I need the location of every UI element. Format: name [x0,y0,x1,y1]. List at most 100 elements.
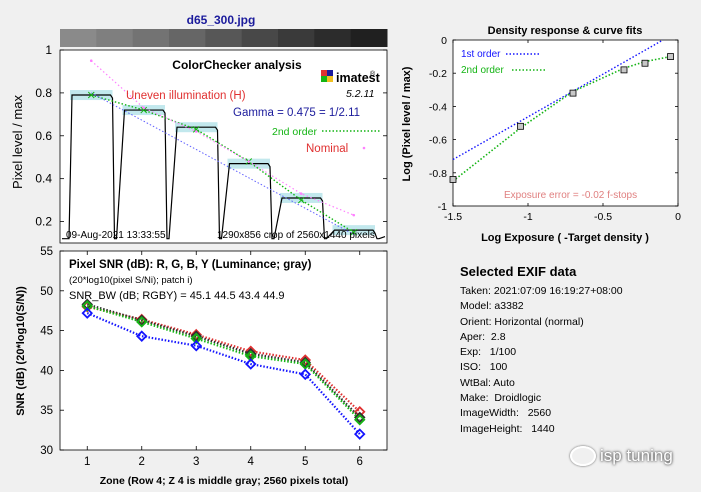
y-tick-label: 45 [40,326,53,338]
gray-patch [132,29,170,47]
legend-second-order-label: 2nd order [461,65,504,76]
registered-mark: ® [370,70,376,78]
gray-patch [241,29,279,47]
fit-x-marker [87,91,95,99]
chart2-plot-area [452,39,679,207]
snr-marker-R [190,328,203,341]
density-point [641,59,649,67]
y-tick-label: 35 [40,405,53,417]
exif-exp: Exp: 1/100 [460,346,517,359]
snr-marker-R [244,345,257,358]
x-tick-label: 1 [84,456,90,468]
x-tick-label: 0 [675,211,681,223]
wechat-icon [570,446,596,466]
density-point [620,66,628,74]
x-tick-label: 5 [302,456,308,468]
chart3-y-label: SNR (dB) (20*log10(S/N)) [15,286,27,416]
snr-marker-B [135,330,148,342]
nominal-marker [142,106,146,110]
y-tick-label: 0.4 [35,172,52,186]
chart1-y-label: Pixel level / max [10,95,25,189]
x-tick-label: -1.5 [444,211,462,223]
snr-marker-Y [244,347,257,360]
snr-marker-Y [135,314,148,327]
density-point [569,89,577,97]
x-tick-label: 4 [248,456,255,468]
chart3-subtitle: (20*log10(pixel S/Ni); patch i) [69,275,193,286]
snr-marker-G [81,300,94,312]
exif-iso: ISO: 100 [460,361,508,374]
watermark: isp tuning [570,446,673,466]
y-tick-label: 1 [45,43,52,57]
fit-x-marker [140,106,148,114]
y-tick-label: -0.2 [429,68,447,80]
snr-series [81,298,366,440]
imatest-logo-text: imatest [336,71,381,85]
gray-patch [350,29,388,47]
watermark-text: isp tuning [600,446,673,465]
chart2-x-label: Log Exposure ( -Target density ) [481,232,649,244]
snr-marker-G [299,358,312,370]
fit-x-marker [192,125,200,133]
gray-patch-strip [60,29,388,47]
y-tick-label: 0.2 [35,215,52,229]
snr-marker-B [81,307,94,319]
y-tick-label: -0.4 [429,101,447,113]
chart1-title: d65_300.jpg [187,13,256,27]
gray-patch [205,29,243,47]
density-point [517,122,524,130]
exif-wtbal: WtBal: Auto [460,376,515,389]
snr-marker-Y [299,356,312,369]
chart1-y-ticks: 1 0.8 0.6 0.4 0.2 [35,43,387,229]
snr-line-Y [86,303,361,419]
nominal-marker [247,160,251,163]
exposure-error-label: Exposure error = -0.02 f-stops [504,190,637,201]
version-label: 5.2.11 [346,88,374,100]
snr-marker-Y [353,411,366,424]
density-response-chart: Density response & curve fits -1.5 -1 -0.5… [401,25,681,244]
snr-marker-G [190,332,203,345]
crop-label: 1290x856 crop of 2560x1440 pixels [217,230,375,241]
density-points [449,53,674,183]
y-tick-label: 0 [441,35,447,47]
snr-marker-G [135,316,148,328]
second-order-fit-line [91,94,355,233]
fit-markers [87,59,358,236]
chart3-x-label: Zone (Row 4; Z 4 is middle gray; 2560 pi… [100,475,349,487]
snr-bw-summary: SNR_BW (dB; RGBY) = 45.1 44.5 43.4 44.9 [69,290,285,302]
chart1-subtitle: ColorChecker analysis [172,58,302,72]
exif-make: Make: Droidlogic [460,392,542,405]
second-order-curve-line [452,55,671,182]
snr-marker-B [353,428,366,440]
chart3-title: Pixel SNR (dB): R, G, B, Y (Luminance; g… [69,259,312,271]
exif-orient: Orient: Horizontal (normal) [460,315,584,328]
snr-marker-B [299,368,312,381]
exif-panel: Selected EXIF data Taken: 2021:07:09 16:… [460,264,623,437]
nominal-marker [352,213,356,217]
snr-marker-B [190,339,203,352]
exif-model: Model: a3382 [460,300,524,313]
x-tick-label: 2 [139,456,145,468]
nominal-label: Nominal [306,143,348,155]
exif-image-height: ImageHeight: 1440 [460,422,555,435]
density-point [449,176,457,183]
snr-marker-B [244,358,257,370]
nominal-legend-marker [362,146,366,150]
imatest-logo: imatest ® [321,70,381,85]
nominal-marker [89,59,93,63]
chart2-title: Density response & curve fits [488,25,643,37]
density-point [667,53,674,60]
snr-line-G [86,304,361,421]
legend-first-order-label: 1st order [461,49,501,60]
gray-patch [314,29,352,47]
gray-patch [169,29,206,47]
exif-image-width: ImageWidth: 2560 [460,407,552,420]
gray-patch [60,29,97,47]
x-tick-label: 6 [357,456,363,468]
y-tick-label: 0.6 [35,129,52,143]
y-tick-label: 0.8 [35,86,52,100]
nominal-marker [194,130,198,133]
x-tick-label: 3 [193,456,199,468]
